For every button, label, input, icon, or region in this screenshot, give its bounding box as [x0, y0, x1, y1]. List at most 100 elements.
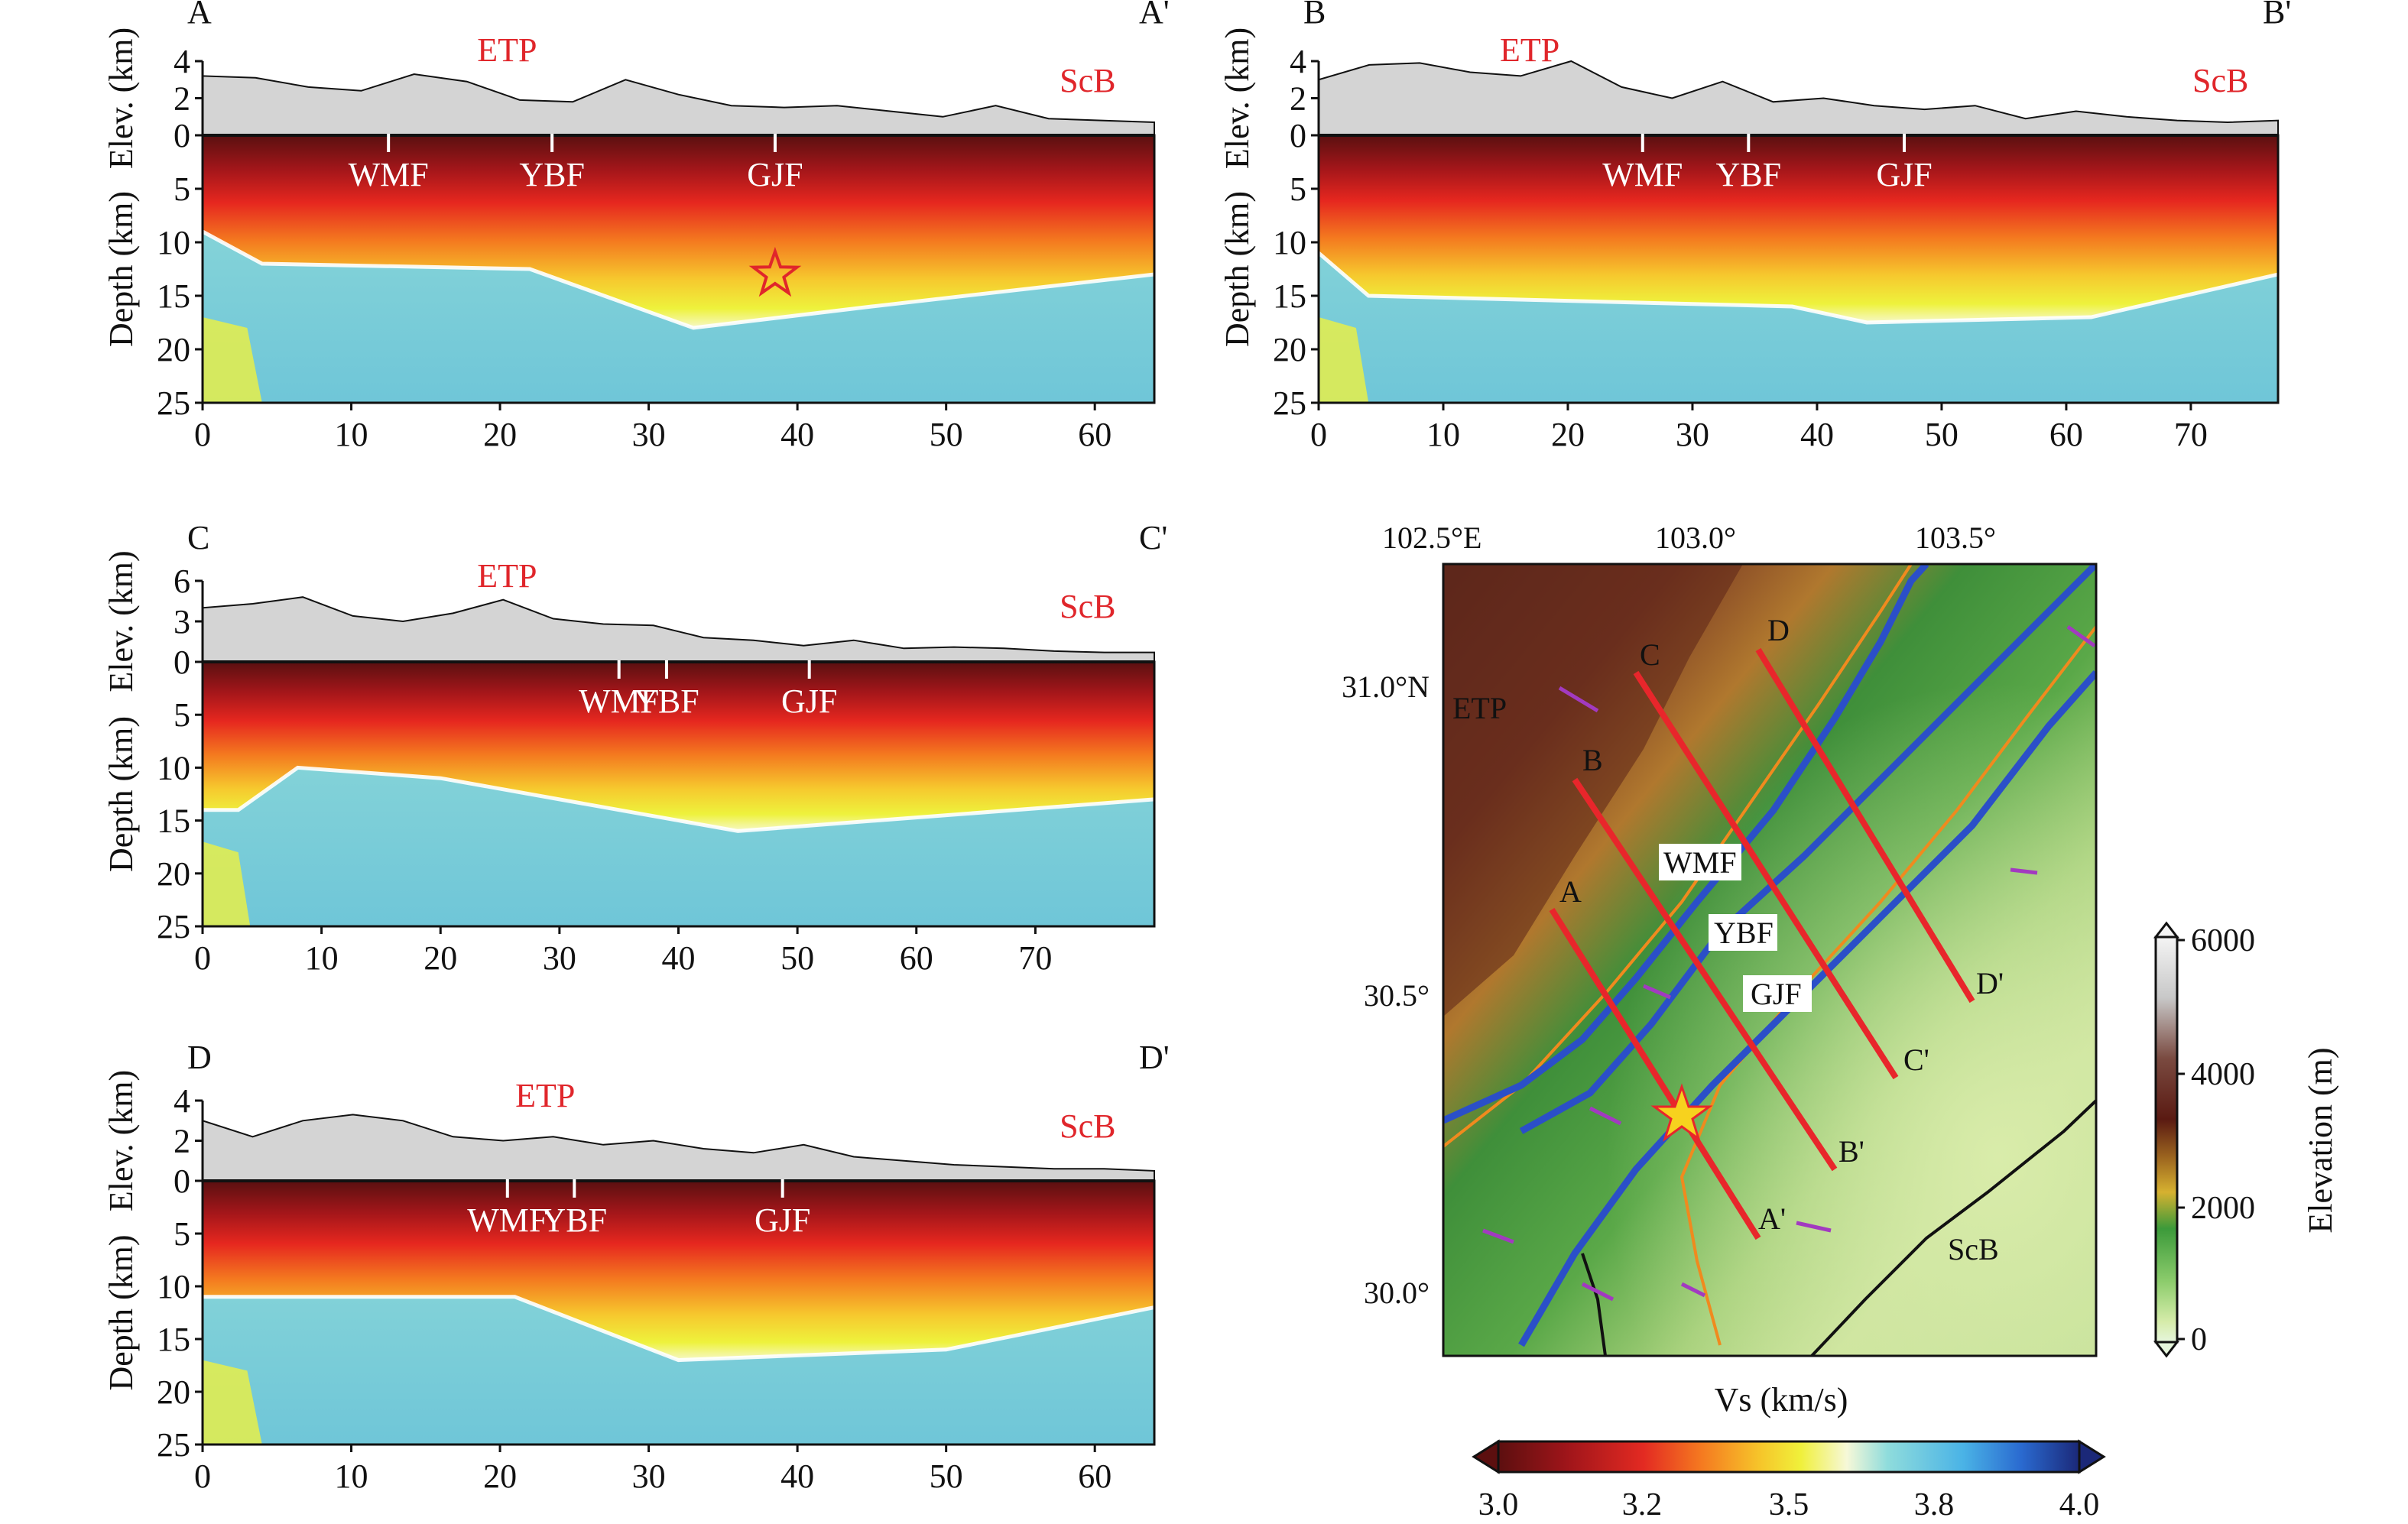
elev-tick-label: 0 — [174, 1162, 190, 1200]
map-high-plateau — [1443, 564, 1743, 1017]
fault-label-wmf: WMF — [467, 1201, 547, 1239]
basin-boundary-line — [1810, 1099, 2096, 1356]
profile-line-a — [1549, 907, 1761, 1240]
distance-tick-label: 10 — [335, 1458, 368, 1495]
distance-tick-label: 20 — [483, 416, 517, 453]
gps-arrow — [1680, 1282, 1706, 1298]
topography-profile — [1318, 60, 2279, 136]
distance-tick-label: 50 — [1925, 416, 1959, 453]
velocity-boundary-line — [201, 229, 1155, 330]
distance-tick-label: 50 — [780, 939, 814, 977]
depth-axis-label: Depth (km) — [102, 191, 140, 347]
depth-axis-label: Depth (km) — [102, 716, 140, 872]
elevation-axis-label: Elev. (km) — [102, 550, 140, 692]
vs-colorbar-right-cap — [2078, 1439, 2106, 1474]
basin-boundary-line-2 — [1581, 1253, 1607, 1356]
gps-arrow — [2010, 867, 2038, 875]
map-lat-label-3: 30.0° — [1364, 1276, 1430, 1310]
crust-velocity-region — [203, 135, 1154, 328]
depth-tick-label: 10 — [157, 1268, 190, 1305]
gps-arrow — [1589, 1106, 1622, 1126]
crust-velocity-region — [203, 662, 1154, 832]
depth-tick-label: 5 — [1290, 170, 1306, 208]
distance-tick-label: 70 — [2174, 416, 2208, 453]
distance-tick-label: 0 — [194, 416, 211, 453]
elev-tick-label: 3 — [174, 603, 190, 640]
profile-label-a-prime: A' — [1758, 1201, 1786, 1236]
profile-label-c-prime: C' — [1903, 1042, 1929, 1077]
depth-tick-label: 25 — [157, 384, 190, 422]
depth-tick-label: 25 — [157, 1426, 190, 1464]
fault-label-wmf: WMF — [349, 156, 429, 193]
profile-end-label: C' — [1139, 519, 1167, 556]
vs-colorbar-bar — [1497, 1440, 2081, 1474]
distance-tick-label: 50 — [930, 416, 963, 453]
crust-velocity-region — [1319, 135, 2278, 323]
region-label-etp: ETP — [1500, 31, 1559, 69]
region-label-etp: ETP — [477, 557, 537, 595]
elev-tick-label: 0 — [174, 644, 190, 681]
profile-end-label: A' — [1139, 0, 1170, 31]
distance-tick-label: 40 — [662, 939, 696, 977]
distance-tick-label: 60 — [2049, 416, 2083, 453]
fault-label-gjf: GJF — [747, 156, 803, 193]
elev-tick-label: 6 — [174, 563, 190, 600]
distance-tick-label: 40 — [780, 1458, 814, 1495]
vs-tick-3-2: 3.2 — [1622, 1487, 1663, 1522]
profile-end-label: B' — [2263, 0, 2291, 31]
elevation-axis-label: Elev. (km) — [102, 1070, 140, 1211]
vs-tick-4-0: 4.0 — [2059, 1487, 2100, 1522]
elev-tick-label: 2 — [174, 1123, 190, 1160]
profile-label-b: B — [1582, 743, 1603, 777]
elev-tick-0: 0 — [2191, 1322, 2207, 1357]
low-velocity-anomaly — [1319, 317, 1369, 403]
region-label-etp: ETP — [477, 31, 537, 69]
hypocenter-star — [748, 246, 802, 297]
region-label-scb: ScB — [1060, 1107, 1115, 1145]
gps-arrow — [1558, 686, 1599, 713]
depth-tick-label: 20 — [157, 331, 190, 368]
vs-colorbar: Vs (km/s) 3.0 3.2 3.5 3.8 4.0 — [1472, 1381, 2106, 1522]
distance-tick-label: 0 — [1310, 416, 1327, 453]
low-velocity-anomaly — [203, 841, 251, 926]
elev-colorbar-label: Elevation (m) — [2302, 1047, 2339, 1233]
depth-axis-label: Depth (km) — [1219, 191, 1256, 347]
depth-tick-label: 15 — [1273, 277, 1306, 315]
distance-tick-label: 70 — [1018, 939, 1052, 977]
elev-tick-label: 4 — [174, 1082, 190, 1120]
elev-colorbar-bar — [2154, 935, 2179, 1344]
profile-label-d-prime: D' — [1976, 966, 2004, 1000]
profile-label-d: D — [1767, 613, 1790, 647]
gps-arrow — [2066, 624, 2096, 648]
depth-tick-label: 5 — [174, 1215, 190, 1253]
distance-tick-label: 60 — [1078, 416, 1112, 453]
gps-arrow — [1643, 984, 1671, 1000]
map-fault-labels: WMF YBF GJF — [1659, 844, 1812, 1012]
low-velocity-anomaly — [203, 1360, 262, 1445]
topography-profile — [202, 73, 1155, 136]
profile-start-label: D — [187, 1039, 212, 1076]
distance-tick-label: 0 — [194, 1458, 211, 1495]
depth-tick-label: 5 — [174, 170, 190, 208]
elev-tick-label: 4 — [1290, 43, 1306, 80]
location-map: 102.5°E 103.0° 103.5° 31.0°N 30.5° 30.0°… — [1342, 520, 2098, 1357]
gps-arrow — [1581, 1282, 1615, 1302]
topography-profile — [202, 596, 1155, 663]
velocity-boundary-line — [203, 765, 1155, 833]
map-lat-label-1: 31.0°N — [1342, 670, 1430, 704]
profile-line-b — [1572, 777, 1838, 1172]
elev-tick-label: 0 — [174, 117, 190, 154]
map-fault-label-ybf: YBF — [1714, 916, 1774, 950]
region-label-scb: ScB — [2192, 62, 2248, 99]
fault-label-gjf: GJF — [781, 683, 837, 720]
depth-tick-label: 15 — [157, 803, 190, 840]
distance-tick-label: 30 — [543, 939, 576, 977]
distance-tick-label: 10 — [335, 416, 368, 453]
map-frame — [1442, 563, 2098, 1357]
elev-tick-4000: 4000 — [2191, 1057, 2255, 1092]
profile-label-c: C — [1640, 637, 1660, 672]
profile-label-a: A — [1559, 874, 1582, 909]
